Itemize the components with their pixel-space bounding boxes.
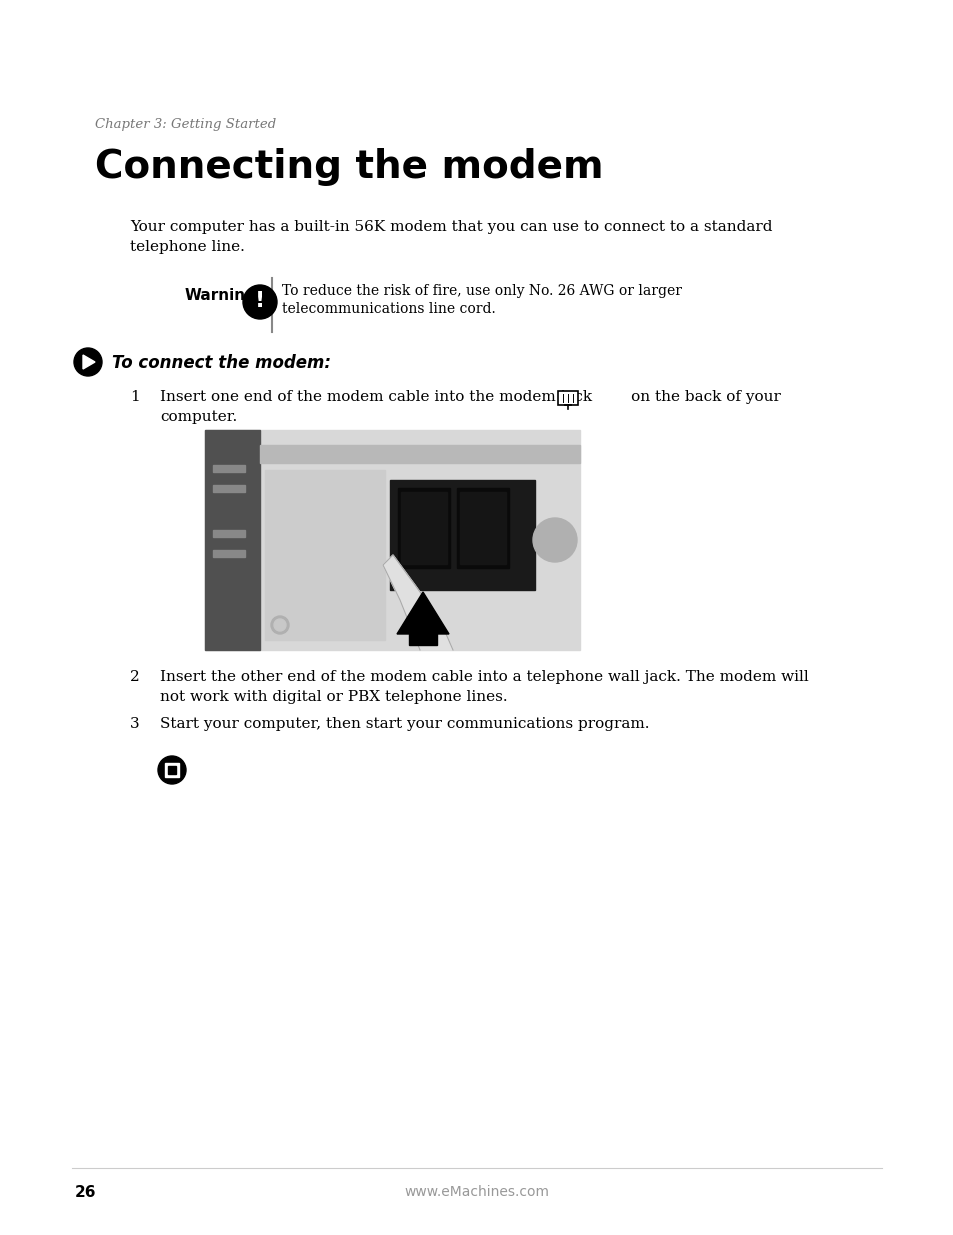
Bar: [400, 492, 447, 564]
Polygon shape: [396, 592, 449, 634]
Text: Connecting the modem: Connecting the modem: [95, 148, 603, 186]
Text: Insert one end of the modem cable into the modem jack        on the back of your: Insert one end of the modem cable into t…: [160, 390, 781, 404]
Text: not work with digital or PBX telephone lines.: not work with digital or PBX telephone l…: [160, 690, 507, 704]
Text: Start your computer, then start your communications program.: Start your computer, then start your com…: [160, 718, 649, 731]
Bar: [205, 430, 579, 650]
Circle shape: [243, 285, 276, 319]
Text: To connect the modem:: To connect the modem:: [112, 354, 331, 372]
Bar: [213, 550, 245, 557]
Text: To reduce the risk of fire, use only No. 26 AWG or larger: To reduce the risk of fire, use only No.…: [282, 284, 681, 298]
Text: 26: 26: [75, 1186, 96, 1200]
Circle shape: [158, 756, 186, 784]
Text: telephone line.: telephone line.: [130, 240, 245, 254]
Text: 2: 2: [130, 671, 139, 684]
Polygon shape: [83, 354, 95, 369]
Text: !: !: [254, 291, 265, 311]
Text: 3: 3: [130, 718, 139, 731]
Bar: [165, 763, 179, 777]
Bar: [213, 466, 245, 472]
FancyBboxPatch shape: [558, 391, 578, 405]
Circle shape: [74, 348, 102, 375]
Text: computer.: computer.: [160, 410, 237, 424]
Bar: [397, 488, 450, 568]
Bar: [205, 430, 260, 650]
Text: Insert the other end of the modem cable into a telephone wall jack. The modem wi: Insert the other end of the modem cable …: [160, 671, 808, 684]
Circle shape: [271, 616, 289, 634]
Circle shape: [533, 517, 577, 562]
Text: www.eMachines.com: www.eMachines.com: [404, 1186, 549, 1199]
Bar: [390, 480, 535, 590]
Bar: [265, 471, 385, 640]
Bar: [213, 485, 245, 492]
Bar: [168, 766, 175, 774]
Text: telecommunications line cord.: telecommunications line cord.: [282, 303, 496, 316]
Bar: [409, 632, 436, 645]
Text: 1: 1: [130, 390, 139, 404]
Bar: [459, 492, 505, 564]
Circle shape: [274, 619, 286, 631]
Polygon shape: [382, 555, 453, 650]
Text: Warning: Warning: [185, 288, 256, 303]
Bar: [213, 530, 245, 537]
Text: Chapter 3: Getting Started: Chapter 3: Getting Started: [95, 119, 276, 131]
Bar: [456, 488, 509, 568]
Bar: [260, 445, 579, 463]
Text: Your computer has a built-in 56K modem that you can use to connect to a standard: Your computer has a built-in 56K modem t…: [130, 220, 772, 233]
